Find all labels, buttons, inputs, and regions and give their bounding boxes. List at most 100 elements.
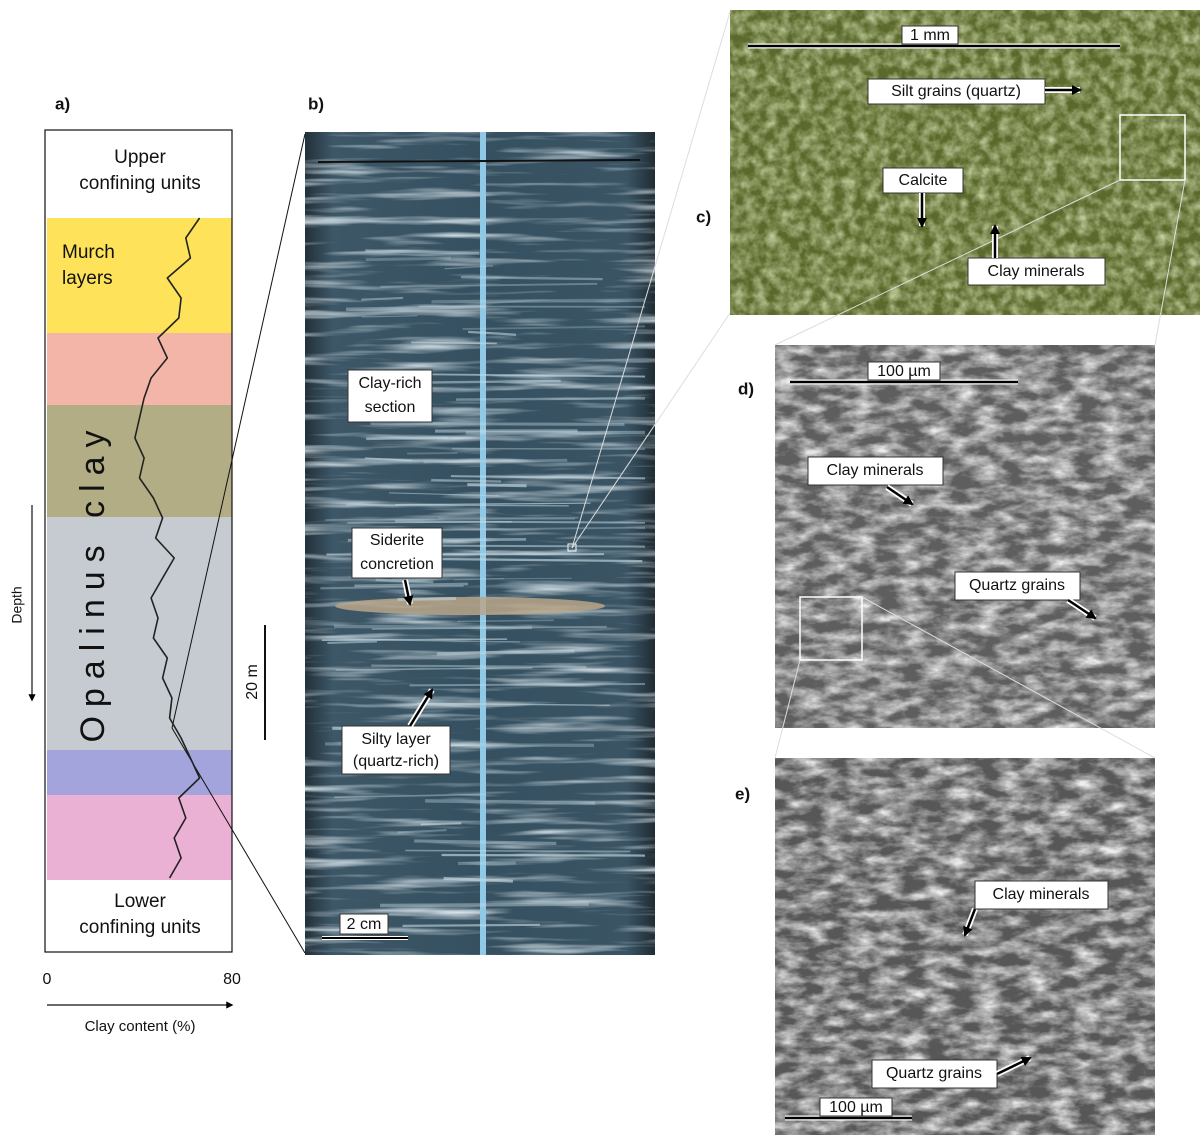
core-streak <box>431 298 646 304</box>
panel-frame <box>44 129 233 953</box>
note-box <box>974 880 1109 910</box>
core-streak <box>441 853 646 857</box>
note-box <box>954 571 1081 601</box>
arrow <box>408 688 434 727</box>
core-streak <box>321 638 508 642</box>
scale-label: 100 µm <box>877 363 931 380</box>
unit-label: Murch <box>62 242 115 263</box>
core-streak <box>462 325 646 331</box>
core-streak <box>405 849 631 853</box>
note-box <box>351 527 443 579</box>
core-streak <box>452 447 646 450</box>
connector <box>774 179 1121 346</box>
connector <box>571 11 731 549</box>
panel-label: b) <box>308 94 324 113</box>
y-axis-label: Depth <box>9 586 25 623</box>
zoom-box <box>1119 114 1186 181</box>
x-axis-label: Clay content (%) <box>85 1018 196 1035</box>
note-box <box>341 725 451 775</box>
core-streak <box>423 458 568 464</box>
unit-label: layers <box>62 268 113 289</box>
note: Quartz grains <box>969 577 1065 594</box>
core-streak <box>371 664 587 669</box>
note-box <box>967 257 1106 286</box>
note: Siderite <box>370 532 424 549</box>
arrow <box>963 908 977 937</box>
core-streak <box>420 822 462 826</box>
core-streak <box>371 625 607 630</box>
zoom-box <box>799 596 863 661</box>
panel-label: e) <box>735 784 750 803</box>
layer-band <box>47 218 232 333</box>
core-streak <box>346 304 487 312</box>
arrow <box>996 1056 1032 1076</box>
note: Silt grains (quartz) <box>891 83 1021 100</box>
core-streak <box>380 282 598 288</box>
core-streak <box>417 702 610 707</box>
scale-label: 1 mm <box>910 27 950 44</box>
core-crack <box>317 159 641 163</box>
core-streak <box>364 457 413 462</box>
core-streak <box>461 276 603 281</box>
core-streak <box>388 492 500 497</box>
arrow <box>886 485 914 506</box>
unit-label: confining units <box>79 173 200 194</box>
thin-section-texture <box>730 10 1200 315</box>
layer-band <box>47 517 232 750</box>
core-streak <box>370 422 625 426</box>
core-streak <box>325 517 576 521</box>
core-streak <box>457 619 554 623</box>
core-streak <box>320 584 464 590</box>
note: Clay minerals <box>988 263 1085 280</box>
core-streak <box>407 452 458 455</box>
core-streak <box>365 249 480 255</box>
core-streak <box>361 315 418 318</box>
note-box <box>347 369 433 423</box>
note: Silty layer <box>361 731 431 748</box>
core-streak <box>453 578 504 581</box>
unit-label: Upper <box>114 147 166 168</box>
layer-band <box>47 795 232 880</box>
core-streak <box>335 667 533 671</box>
core-streak <box>450 475 646 480</box>
zoom-box <box>567 543 577 552</box>
core-streak <box>397 829 447 834</box>
connector <box>571 312 731 549</box>
core-stripe <box>480 132 486 955</box>
core-streak <box>414 839 557 845</box>
note-box <box>882 167 964 194</box>
unit-label: Lower <box>114 891 166 912</box>
core-streak <box>334 793 486 799</box>
core-streak <box>366 436 448 441</box>
arrow <box>403 579 414 606</box>
x-tick-label: 80 <box>223 971 241 988</box>
connector <box>171 133 306 729</box>
core-streak <box>444 265 493 270</box>
note-box <box>867 78 1046 105</box>
clay-curve <box>134 217 201 879</box>
core-streak <box>361 296 404 301</box>
core-streak <box>346 504 569 507</box>
note: concretion <box>360 556 434 573</box>
note-box <box>807 456 944 486</box>
core-streak <box>468 330 517 336</box>
core-streak <box>377 639 520 643</box>
note: Calcite <box>899 172 948 189</box>
core-streak <box>457 861 516 866</box>
core-streak <box>365 256 451 262</box>
core-streak <box>438 516 579 520</box>
core-streak <box>354 582 469 588</box>
connector <box>1154 179 1186 346</box>
unit-label: confining units <box>79 917 200 938</box>
connector <box>774 659 801 759</box>
arrow <box>1067 598 1097 620</box>
layer-band <box>47 333 232 405</box>
core-streak <box>436 649 575 656</box>
note: section <box>365 399 416 416</box>
core-streak <box>327 640 378 645</box>
core-streak <box>333 624 532 630</box>
core-streak <box>431 478 502 483</box>
core-streak <box>417 557 643 563</box>
panel-label: d) <box>738 379 754 398</box>
core-streak <box>411 341 497 345</box>
